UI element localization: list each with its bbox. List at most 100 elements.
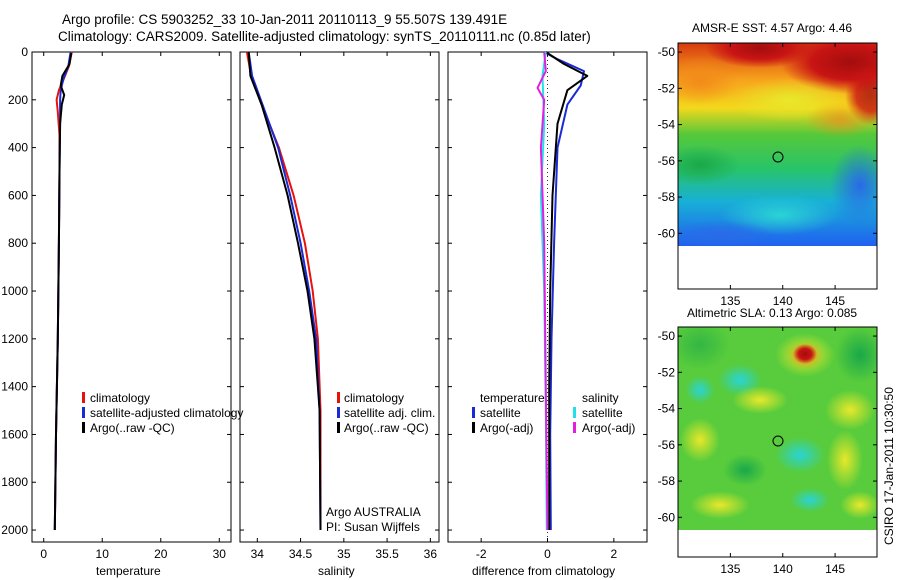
sst-map-y-ticks: -50 -52 -54 -56 -58 -60: [658, 45, 877, 240]
map-y-tick-label: -50: [658, 329, 676, 343]
argo-float-location-marker: [772, 151, 784, 163]
series-line-argo-raw-qc: [247, 51, 322, 531]
sla-map-frame: [677, 326, 878, 558]
legend-swatch-temp-argo: [472, 422, 475, 433]
plot-title-line2: Climatology: CARS2009. Satellite-adjuste…: [58, 29, 591, 44]
legend-label-climatology: climatology: [90, 391, 150, 405]
y-tick-label: 800: [8, 236, 28, 250]
argo-float-location-marker: [772, 435, 784, 447]
difference-x-label: difference from climatology: [472, 564, 615, 578]
map-y-tick-label: -58: [658, 474, 676, 488]
map-y-tick-label: -54: [658, 118, 676, 132]
sst-map-x-ticks: 135 140 145: [720, 43, 845, 308]
series-line-temperature-argo-adj: [545, 51, 589, 530]
temperature-legend: climatology satellite-adjusted climatolo…: [82, 391, 243, 435]
series-line-satellite-adj-clim: [247, 51, 322, 531]
legend-label-temp-argo: Argo(-adj): [480, 421, 533, 435]
x-tick-label: 20: [154, 547, 168, 561]
sla-map-y-ticks: -50 -52 -54 -56 -58 -60: [658, 329, 877, 524]
series-line-argo-raw-qc: [53, 53, 73, 531]
map-y-tick-label: -56: [658, 438, 676, 452]
legend-label-satellite: satellite adj. clim.: [344, 406, 435, 420]
temperature-x-label: temperature: [96, 564, 161, 578]
sst-map-title: AMSR-E SST: 4.57 Argo: 4.46: [692, 21, 852, 35]
legend-label-argo: Argo(..raw -QC): [344, 421, 429, 435]
y-tick-label: 200: [8, 93, 28, 107]
x-tick-label: 36: [424, 547, 438, 561]
x-tick-label: 34.5: [289, 547, 313, 561]
legend-swatch-climatology: [337, 392, 340, 403]
salinity-x-label: salinity: [318, 564, 355, 578]
legend-swatch-argo: [337, 422, 340, 433]
legend-swatch-satellite: [82, 407, 85, 418]
map-x-tick-label: 140: [773, 562, 793, 576]
x-tick-label: 2: [610, 547, 617, 561]
legend-label-climatology: climatology: [344, 391, 404, 405]
sla-map-title: Altimetric SLA: 0.13 Argo: 0.085: [687, 306, 857, 320]
temperature-lines: [53, 51, 73, 531]
legend-swatch-sal-satellite: [573, 407, 576, 418]
temperature-x-ticks: 0 10 20 30: [40, 52, 226, 561]
difference-panel: -2 0 2 difference from climatology tempera…: [447, 51, 648, 578]
y-tick-label: 1200: [1, 332, 28, 346]
salinity-lines: [245, 51, 322, 531]
legend-label-temp-satellite: satellite: [480, 406, 521, 420]
sst-map-frame: [677, 42, 878, 290]
y-tick-label: 1000: [1, 284, 28, 298]
x-tick-label: 34: [251, 547, 265, 561]
salinity-panel: 34 34.5 35 35.5 36 salinity climatology sate…: [239, 51, 440, 578]
map-y-tick-label: -52: [658, 365, 676, 379]
map-x-tick-label: 145: [825, 294, 845, 308]
map-x-tick-label: 145: [825, 562, 845, 576]
legend-title-salinity: salinity: [582, 391, 619, 405]
x-tick-label: 30: [213, 547, 227, 561]
legend-label-sal-satellite: satellite: [582, 406, 623, 420]
x-tick-label: 0: [40, 547, 47, 561]
salinity-x-ticks: 34 34.5 35 35.5 36: [251, 52, 438, 561]
difference-lines: [536, 51, 589, 531]
sla-heatmap: [678, 327, 877, 530]
legend-swatch-temp-satellite: [472, 407, 475, 418]
argo-program-annotation: Argo AUSTRALIA: [326, 505, 421, 519]
map-y-tick-label: -56: [658, 154, 676, 168]
temperature-panel: 0 200 400 600 800 1000 1200 1400 1600 1800 2000 0 1…: [1, 45, 243, 578]
y-tick-label: 1600: [1, 427, 28, 441]
y-tick-label: 1400: [1, 380, 28, 394]
x-tick-label: 0: [544, 547, 551, 561]
salinity-axes-frame: [239, 51, 440, 543]
map-y-tick-label: -54: [658, 402, 676, 416]
pi-annotation: PI: Susan Wijffels: [326, 520, 420, 534]
creation-timestamp-caption: CSIRO 17-Jan-2011 10:30:50: [882, 387, 896, 545]
map-y-tick-label: -58: [658, 190, 676, 204]
x-tick-label: 35: [337, 547, 351, 561]
map-y-tick-label: -60: [658, 226, 676, 240]
legend-title-temperature: temperature: [480, 391, 545, 405]
y-tick-label: 2000: [1, 523, 28, 537]
legend-swatch-climatology: [82, 392, 85, 403]
plot-title-line1: Argo profile: CS 5903252_33 10-Jan-2011 …: [62, 12, 508, 27]
temperature-axes-frame: [31, 51, 232, 543]
map-x-tick-label: 140: [773, 294, 793, 308]
map-y-tick-label: -50: [658, 45, 676, 59]
x-tick-label: 10: [96, 547, 110, 561]
legend-label-argo: Argo(..raw -QC): [90, 421, 175, 435]
y-tick-label: 0: [21, 45, 28, 59]
salinity-legend: climatology satellite adj. clim. Argo(..…: [337, 391, 435, 435]
map-y-tick-label: -60: [658, 510, 676, 524]
legend-label-sal-argo: Argo(-adj): [582, 421, 635, 435]
sla-map-panel: Altimetric SLA: 0.13 Argo: 0.085 -50-52-…: [658, 306, 878, 576]
legend-swatch-argo: [82, 422, 85, 433]
series-line-salinity-argo-adj: [536, 51, 549, 531]
difference-legend: temperature satellite Argo(-adj) salinit…: [472, 391, 635, 435]
sst-heatmap: [678, 43, 877, 246]
x-tick-label: 35.5: [375, 547, 399, 561]
legend-swatch-satellite: [337, 407, 340, 418]
series-line-satellite-adjusted-climatology: [53, 51, 72, 531]
map-x-tick-label: 135: [720, 294, 740, 308]
temperature-y-ticks: 0 200 400 600 800 1000 1200 1400 1600 1800 2000: [1, 45, 231, 537]
legend-swatch-sal-argo: [573, 422, 576, 433]
map-y-tick-label: -52: [658, 81, 676, 95]
map-x-tick-label: 135: [720, 562, 740, 576]
series-line-temperature-satellite: [543, 51, 585, 531]
